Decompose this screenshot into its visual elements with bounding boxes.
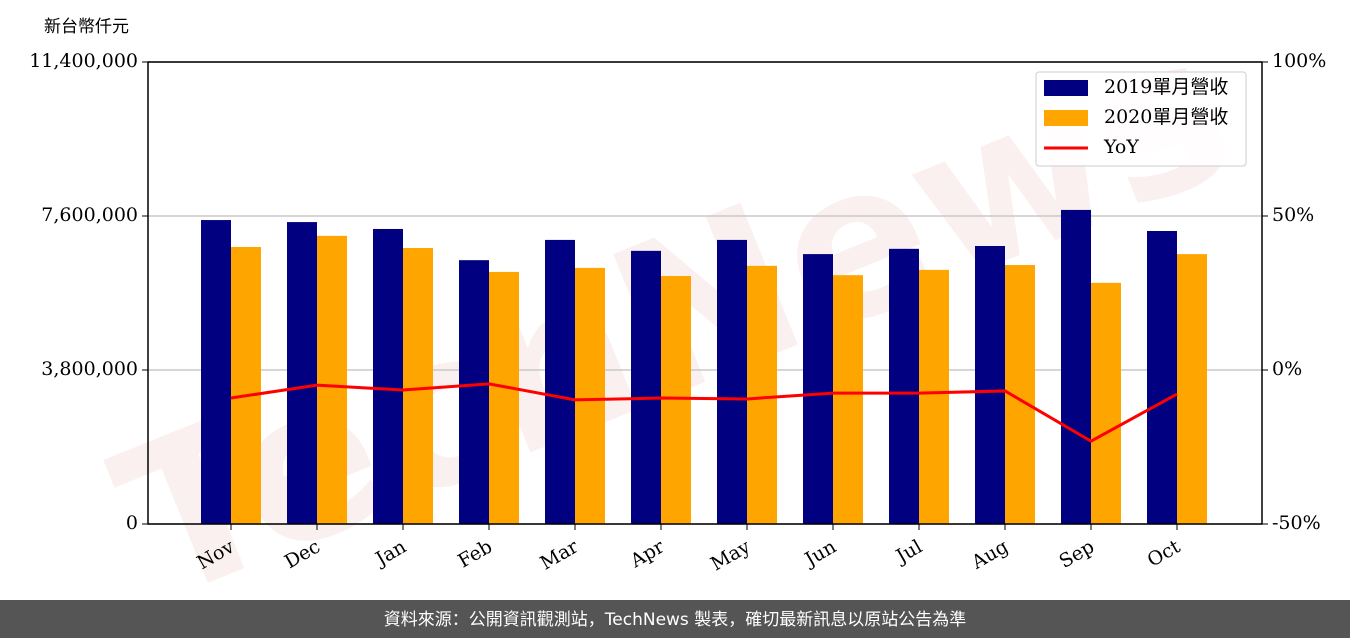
y2-tick-label: 100% [1272,50,1326,72]
bar [631,250,661,524]
bar [1147,230,1177,524]
bar [201,220,231,525]
bar [459,260,489,524]
bar [975,245,1005,524]
bar [373,228,403,524]
y-tick-label: 11,400,000 [29,50,138,72]
footer-bar [0,600,1350,638]
bar [747,265,777,524]
bar [717,239,747,524]
bar [317,235,347,524]
y-tick-label: 0 [126,512,138,534]
bar [1091,282,1121,524]
bar [889,248,919,525]
y-tick-label: 7,600,000 [41,204,138,226]
x-tick-label: Feb [454,536,496,573]
unit-label: 新台幣仟元 [44,17,129,37]
y2-tick-label: 0% [1272,358,1302,380]
x-tick-label: Jul [891,536,926,569]
x-tick-label: May [707,535,754,575]
bar [803,254,833,525]
yoy-line [230,382,1178,443]
y-tick-label: 3,800,000 [41,358,138,380]
bar [287,222,317,524]
plot-frame [147,61,1263,525]
bar [1061,209,1091,524]
x-tick-label: Oct [1144,535,1185,571]
x-tick-label: Apr [626,535,669,572]
bar [919,269,949,524]
x-tick-label: Sep [1055,536,1098,573]
legend-box [1035,71,1247,167]
x-tick-label: Jun [799,536,840,572]
legend-swatch [1044,110,1088,126]
bar [661,275,691,524]
bar [545,239,575,524]
bar [403,248,433,524]
bar [833,275,863,524]
y2-tick-label: 50% [1272,204,1314,226]
bar [489,271,519,524]
x-tick-label: Aug [967,536,1012,575]
bar [575,267,605,524]
footer-text: 資料來源：公開資訊觀測站，TechNews 製表，確切最新訊息以原站公告為準 [384,610,966,630]
legend-swatch [1044,80,1088,96]
legend-label: YoY [1103,136,1139,158]
legend-label: 2020單月營收 [1104,106,1228,128]
bar [1177,254,1207,525]
y2-tick-label: -50% [1272,512,1321,534]
bar [231,247,261,524]
x-tick-label: Mar [536,535,582,574]
legend-label: 2019單月營收 [1104,76,1228,98]
